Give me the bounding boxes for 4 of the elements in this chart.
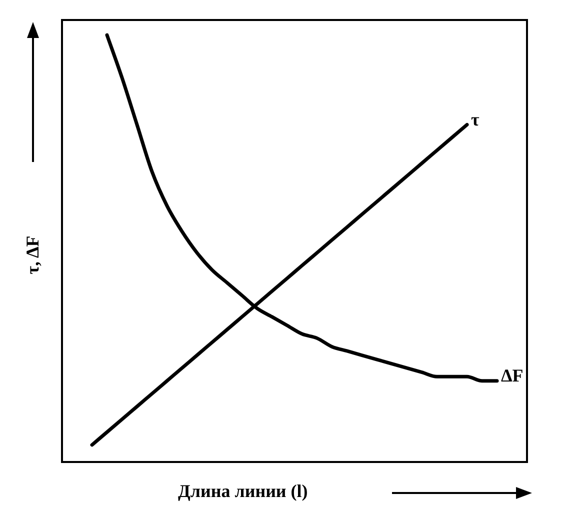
y-axis-title: τ, ΔF bbox=[22, 236, 44, 274]
series-label: τ bbox=[471, 109, 480, 130]
x-axis-title: Длина линии (l) bbox=[178, 481, 308, 502]
series-label: ΔF bbox=[501, 366, 524, 386]
